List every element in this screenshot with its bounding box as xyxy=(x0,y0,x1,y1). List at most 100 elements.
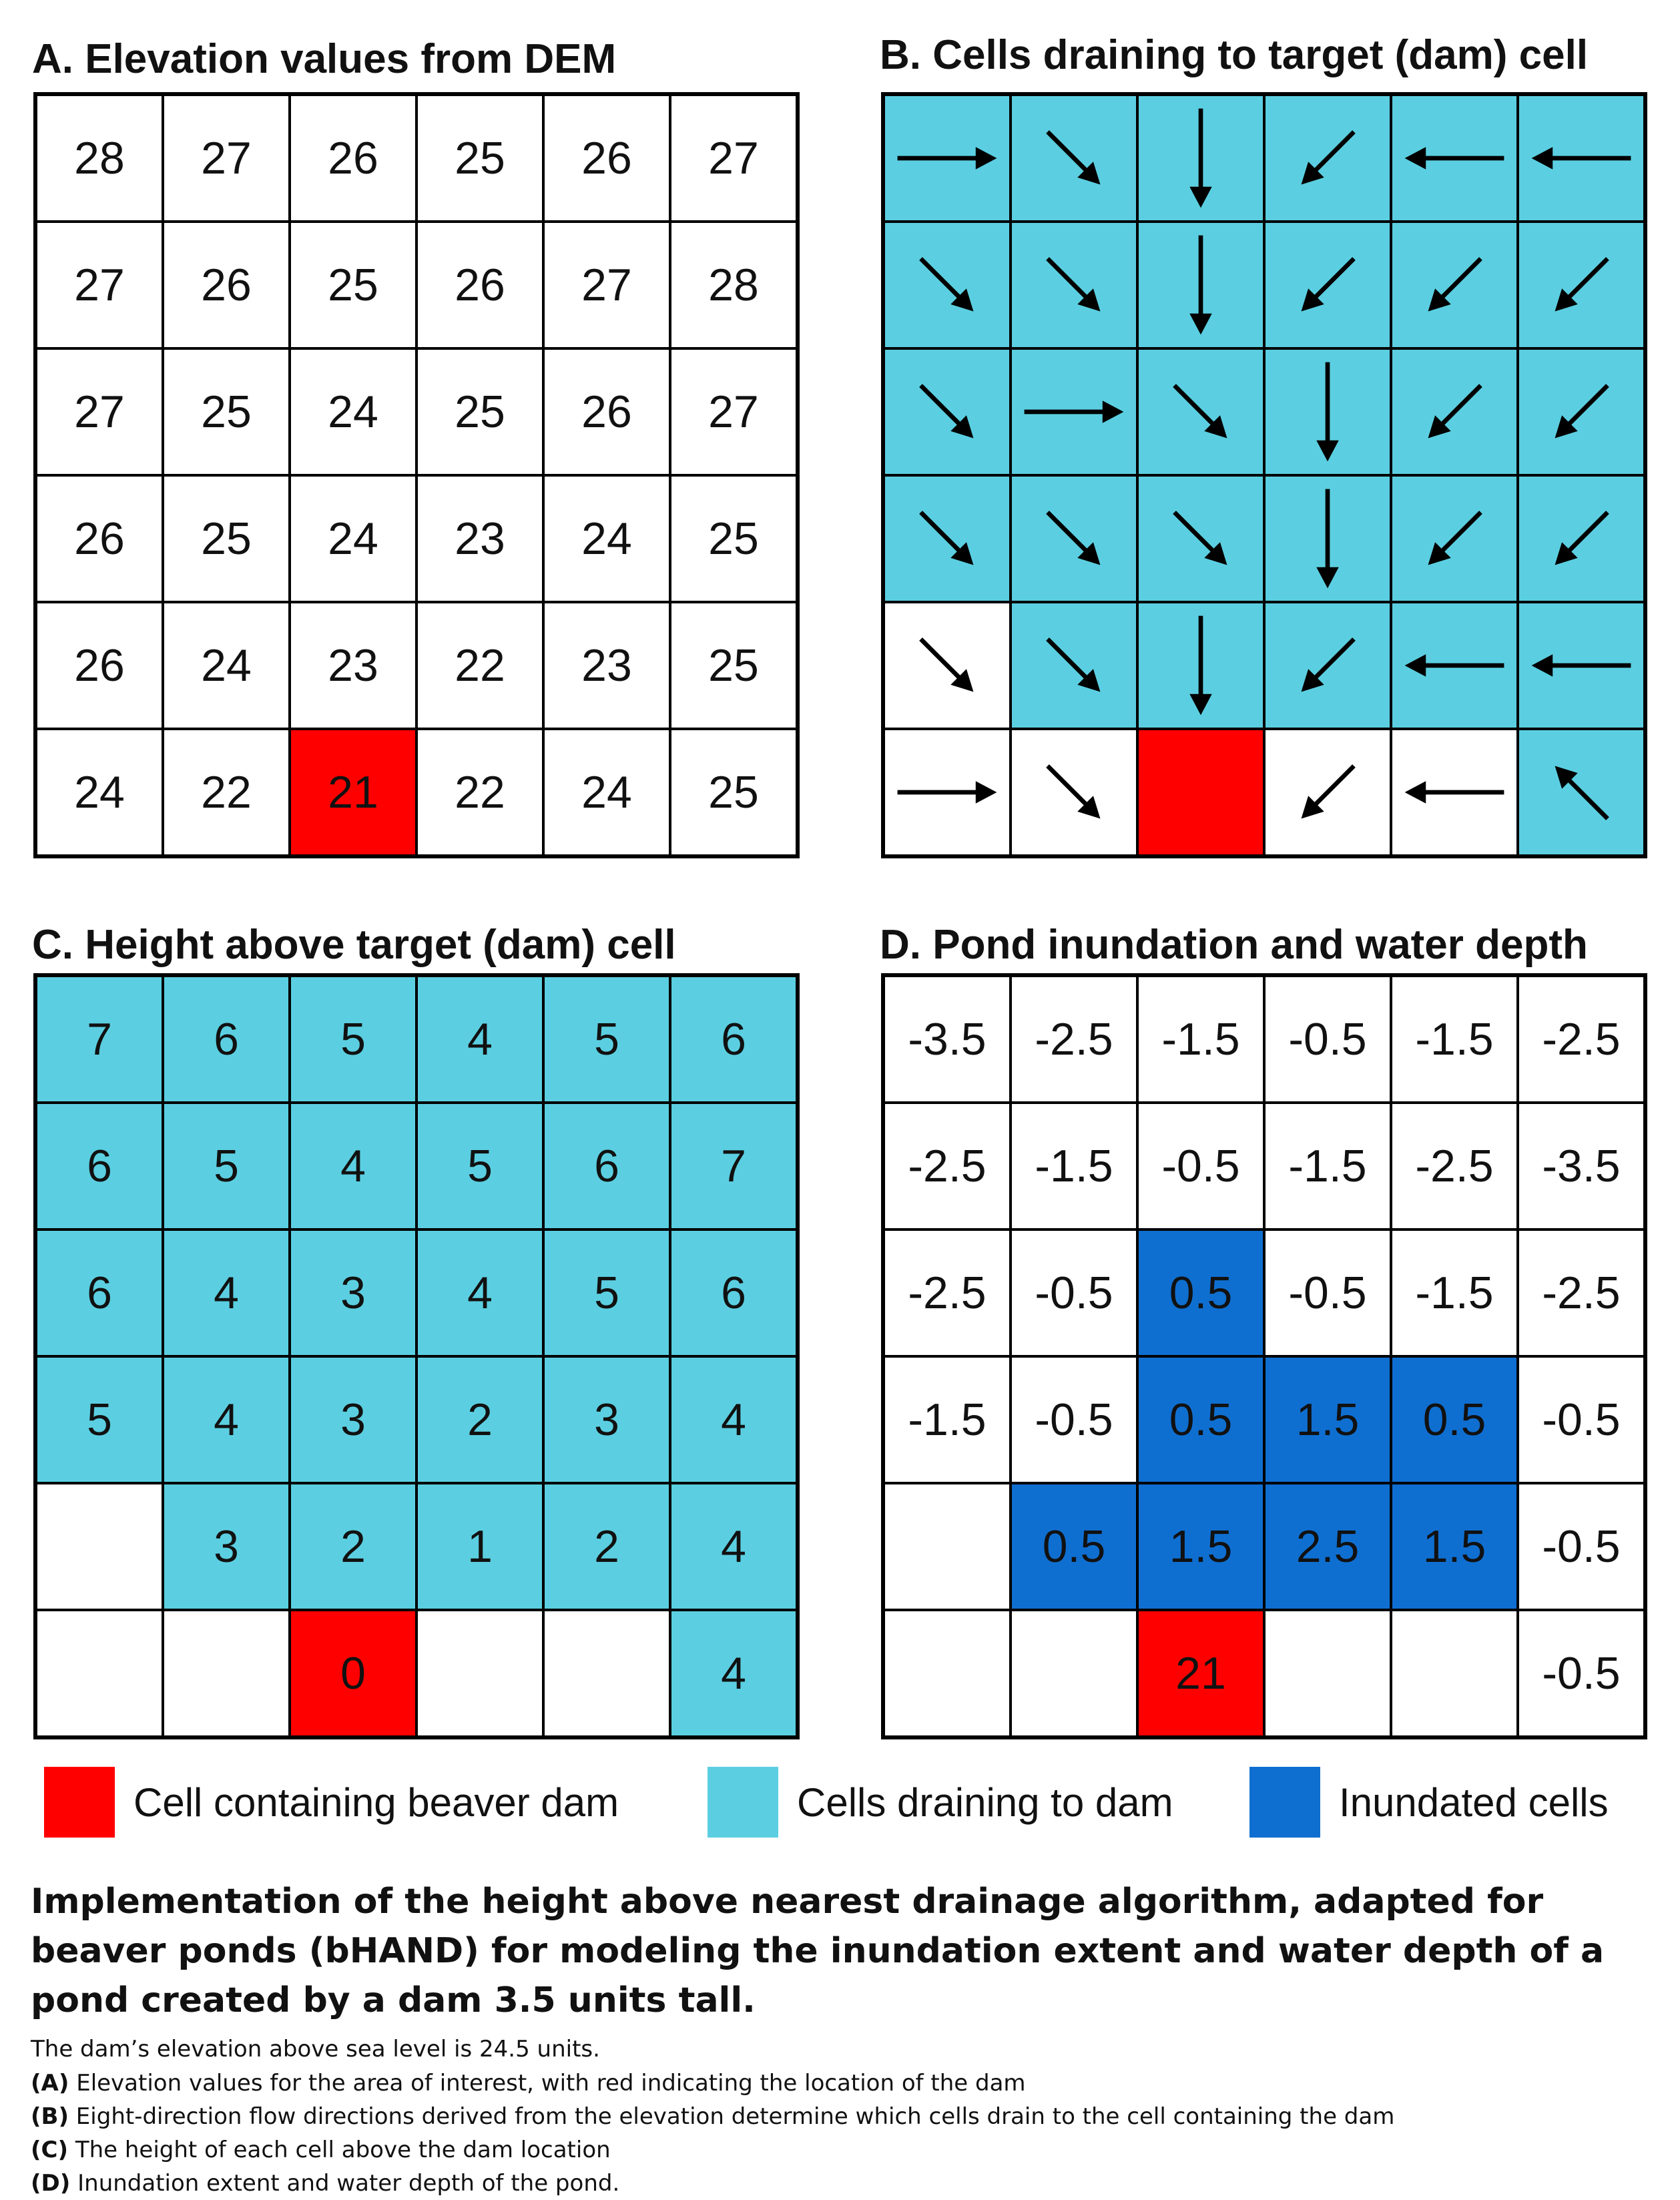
cell-value: -0.5 xyxy=(1542,1648,1621,1699)
grid-cell xyxy=(1011,475,1137,602)
cell-value: 7 xyxy=(721,1141,746,1191)
grid-cell: -1.5 xyxy=(1011,1103,1137,1229)
grid-cell: 24 xyxy=(290,475,416,602)
grid-cell xyxy=(1011,602,1137,729)
grid-cell xyxy=(1264,348,1391,475)
cell-value: -2.5 xyxy=(1542,1268,1621,1318)
grid-cell: 27 xyxy=(36,348,163,475)
grid-cell: 2 xyxy=(416,1356,543,1483)
legend-label-draining: Cells draining to dam xyxy=(797,1779,1173,1825)
grid-cell: 27 xyxy=(163,95,290,222)
cell-value: 5 xyxy=(87,1394,112,1445)
grid-cell xyxy=(1137,222,1264,348)
grid-cell: 6 xyxy=(36,1229,163,1356)
cell-value: 25 xyxy=(455,386,505,437)
cell-value: -1.5 xyxy=(1288,1141,1367,1191)
caption-text: Inundation extent and water depth of the… xyxy=(70,2170,620,2197)
arrow-down-right-icon xyxy=(919,384,974,439)
grid-cell: 0 xyxy=(290,1610,416,1737)
grid-cell: 6 xyxy=(163,976,290,1103)
cell-value: 6 xyxy=(721,1268,746,1318)
cell-value: 4 xyxy=(340,1141,366,1191)
legend-swatch-inundated xyxy=(1249,1767,1320,1838)
grid-cell: 4 xyxy=(163,1229,290,1356)
grid-cell: -0.5 xyxy=(1264,1229,1391,1356)
grid-cell xyxy=(1518,222,1645,348)
cell-value: 0.5 xyxy=(1042,1521,1106,1572)
grid-cell: -0.5 xyxy=(1011,1356,1137,1483)
grid-cell: 26 xyxy=(543,348,670,475)
inundation-depth-grid: -3.5 -2.5 -1.5 -0.5 -1.5 -2.5 -2.5 -1.5 -0.5 -1.5… xyxy=(881,973,1647,1739)
flow-direction-grid xyxy=(881,92,1647,858)
grid-cell xyxy=(1391,222,1518,348)
grid-cell xyxy=(884,475,1011,602)
caption-key: (D) xyxy=(31,2170,71,2197)
grid-cell: -2.5 xyxy=(1011,976,1137,1103)
grid-cell: 25 xyxy=(670,729,797,856)
grid-cell: -3.5 xyxy=(884,976,1011,1103)
cell-value: 28 xyxy=(708,260,759,310)
grid-cell: 26 xyxy=(290,95,416,222)
cell-value: 22 xyxy=(201,767,252,818)
grid-cell: 3 xyxy=(290,1229,416,1356)
grid-cell: 24 xyxy=(543,729,670,856)
grid-cell: 26 xyxy=(36,602,163,729)
cell-value: 26 xyxy=(581,386,632,437)
arrow-down-left-icon xyxy=(1301,130,1356,185)
grid-cell: -1.5 xyxy=(1264,1103,1391,1229)
grid-cell: -0.5 xyxy=(1137,1103,1264,1229)
cell-value: 27 xyxy=(708,386,759,437)
arrow-down-left-icon xyxy=(1555,257,1609,312)
cell-value: 6 xyxy=(87,1141,112,1191)
cell-value: -1.5 xyxy=(1415,1268,1494,1318)
legend-swatch-dam xyxy=(44,1767,115,1838)
grid-cell xyxy=(1264,729,1391,856)
cell-value: -0.5 xyxy=(1542,1394,1621,1445)
cell-value: -0.5 xyxy=(1542,1521,1621,1572)
cell-value: -0.5 xyxy=(1288,1268,1367,1318)
panel-a-title: A. Elevation values from DEM xyxy=(32,36,617,82)
cell-value: 4 xyxy=(214,1394,239,1445)
arrow-left-icon xyxy=(1404,147,1504,170)
grid-cell xyxy=(1137,729,1264,856)
grid-cell xyxy=(1264,222,1391,348)
grid-cell: 4 xyxy=(290,1103,416,1229)
caption-title: Implementation of the height above neare… xyxy=(31,1882,1605,2020)
grid-cell: 24 xyxy=(543,475,670,602)
grid-cell xyxy=(1518,348,1645,475)
cell-value: -2.5 xyxy=(908,1268,987,1318)
grid-cell: 5 xyxy=(543,1229,670,1356)
cell-value: 6 xyxy=(721,1014,746,1065)
grid-cell: 27 xyxy=(670,95,797,222)
grid-cell: 5 xyxy=(163,1103,290,1229)
grid-cell xyxy=(1518,729,1645,856)
grid-cell: 2 xyxy=(290,1483,416,1610)
grid-cell xyxy=(1264,95,1391,222)
cell-value: 25 xyxy=(708,767,759,818)
cell-value: 26 xyxy=(581,133,632,184)
cell-value: 3 xyxy=(594,1394,619,1445)
cell-value: 26 xyxy=(455,260,505,310)
grid-cell: 22 xyxy=(416,729,543,856)
grid-cell: 28 xyxy=(670,222,797,348)
cell-value: 25 xyxy=(708,640,759,691)
grid-cell xyxy=(1011,222,1137,348)
grid-cell xyxy=(1011,95,1137,222)
arrow-up-left-icon xyxy=(1555,766,1609,820)
arrow-right-icon xyxy=(897,147,997,170)
grid-cell: 28 xyxy=(36,95,163,222)
cell-value: 25 xyxy=(328,260,378,310)
caption-line-dam-elevation: The dam’s elevation above sea level is 2… xyxy=(31,2038,600,2060)
grid-cell xyxy=(884,1610,1011,1737)
grid-cell: 22 xyxy=(416,602,543,729)
caption-line-b: (B) Eight-direction flow directions deri… xyxy=(31,2105,1394,2128)
grid-cell: 23 xyxy=(416,475,543,602)
grid-cell: 23 xyxy=(543,602,670,729)
grid-cell: 22 xyxy=(163,729,290,856)
cell-value: 2 xyxy=(340,1521,366,1572)
cell-value: -2.5 xyxy=(1035,1014,1113,1065)
grid-cell xyxy=(1264,1610,1391,1737)
grid-cell xyxy=(884,602,1011,729)
cell-value: -3.5 xyxy=(908,1014,987,1065)
arrow-down-icon xyxy=(1316,362,1339,462)
